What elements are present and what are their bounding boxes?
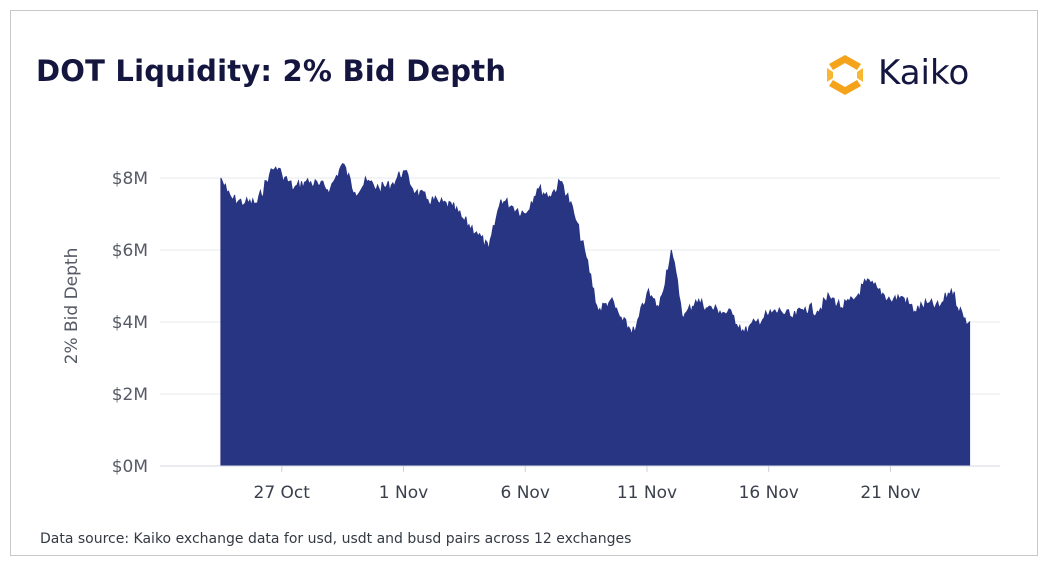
chart-title: DOT Liquidity: 2% Bid Depth (36, 54, 507, 88)
x-tick-labels: 27 Oct 1 Nov 6 Nov 11 Nov 16 Nov 21 Nov (254, 466, 921, 503)
x-tick-label: 1 Nov (379, 483, 428, 503)
kaiko-logo-text: Kaiko (878, 53, 970, 93)
y-tick-label: $0M (112, 457, 148, 477)
y-tick-label: $6M (112, 241, 148, 261)
x-tick-label: 21 Nov (860, 483, 920, 503)
area-layer (220, 162, 971, 467)
bid-depth-area (220, 162, 971, 467)
y-tick-label: $8M (112, 169, 148, 189)
kaiko-logo-icon (827, 55, 863, 95)
y-axis-label: 2% Bid Depth (62, 248, 82, 365)
y-tick-labels: $0M $2M $4M $6M $8M (112, 169, 148, 477)
y-tick-label: $2M (112, 385, 148, 405)
x-tick-label: 11 Nov (617, 483, 677, 503)
y-tick-label: $4M (112, 313, 148, 333)
x-tick-label: 16 Nov (739, 483, 799, 503)
x-tick-label: 27 Oct (254, 483, 311, 503)
x-tick-label: 6 Nov (501, 483, 550, 503)
data-source-note: Data source: Kaiko exchange data for usd… (40, 531, 632, 547)
kaiko-logo: Kaiko (822, 50, 992, 100)
